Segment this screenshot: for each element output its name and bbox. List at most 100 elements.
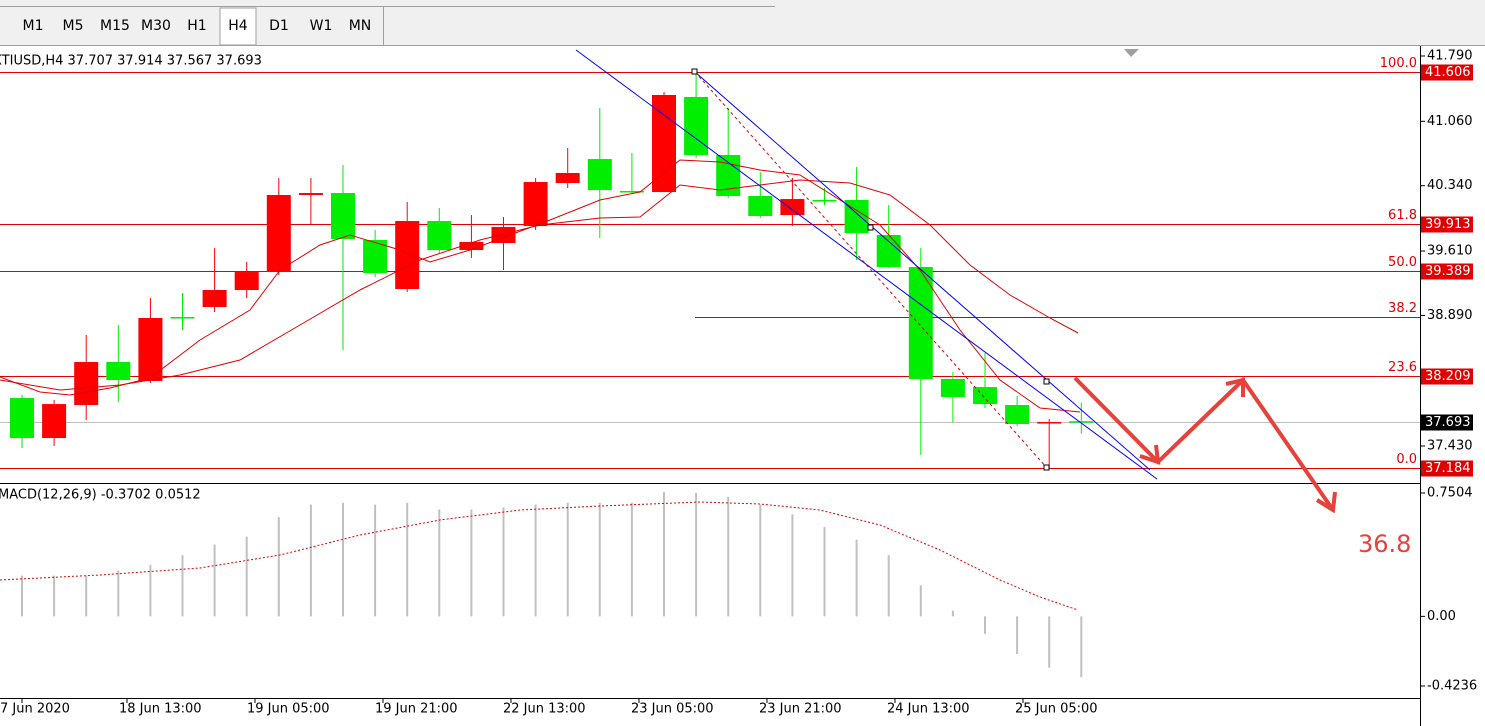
- macd-bar: [951, 610, 954, 617]
- macd-bar: [117, 570, 120, 617]
- price-tick-label: 41.790: [1427, 49, 1473, 64]
- macd-bar: [53, 575, 56, 617]
- macd-tick-label: 0.00: [1427, 609, 1456, 624]
- macd-bar: [1016, 616, 1019, 655]
- macd-bar: [245, 536, 248, 617]
- forecast-label: 36.8: [1358, 530, 1411, 558]
- macd-bar: [695, 492, 698, 617]
- candle-body: [523, 182, 548, 227]
- active-tab: [219, 7, 257, 46]
- timeframe-button[interactable]: D1: [269, 18, 289, 34]
- chart-bg: [0, 46, 1485, 726]
- time-label: 18 Jun 13:00: [119, 702, 202, 717]
- candle-body: [363, 239, 388, 274]
- fib-level: 38.2: [1388, 301, 1417, 316]
- time-label: 23 Jun 21:00: [759, 702, 842, 717]
- candle-body: [555, 173, 580, 184]
- candle-body: [908, 267, 933, 380]
- candle-body: [427, 221, 452, 251]
- price-tick-label: 40.340: [1427, 178, 1473, 193]
- candle-body: [106, 362, 131, 380]
- macd-bar: [502, 507, 505, 617]
- channel-lower: [575, 49, 1158, 480]
- slow-ma: [0, 179, 1079, 391]
- macd-bar: [406, 502, 409, 617]
- forecast-arrows: [1073, 376, 1337, 514]
- time-label: 23 Jun 05:00: [631, 702, 714, 717]
- candle-body: [1037, 422, 1062, 424]
- price-box: [1421, 216, 1473, 233]
- candle-body: [10, 398, 34, 439]
- candle-body: [170, 317, 195, 319]
- candle-body: [780, 199, 805, 216]
- macd-bar: [85, 575, 88, 617]
- timeframe-button[interactable]: H1: [187, 18, 206, 34]
- time-label: 19 Jun 05:00: [247, 702, 330, 717]
- macd-bar: [887, 555, 890, 617]
- fib-price: 39.913: [1425, 217, 1471, 232]
- time-label: 25 Jun 05:00: [1015, 702, 1098, 717]
- macd-bar: [1080, 616, 1083, 678]
- candle-body: [298, 193, 323, 196]
- fib-level: 23.6: [1388, 360, 1417, 375]
- timeframe-button[interactable]: M15: [100, 18, 130, 34]
- price-box: [1421, 368, 1473, 385]
- candle-body: [138, 317, 163, 381]
- fib-price: 41.606: [1425, 65, 1471, 80]
- time-label: 24 Jun 13:00: [887, 702, 970, 717]
- candle-body: [491, 227, 516, 244]
- candle-body: [748, 195, 773, 217]
- timeframe-button[interactable]: MN: [349, 18, 372, 34]
- time-label: 22 Jun 13:00: [503, 702, 586, 717]
- price-box: [1421, 263, 1473, 280]
- macd-bar: [374, 504, 377, 617]
- macd-tick-label: -0.4236: [1427, 679, 1477, 694]
- candle-body: [812, 200, 837, 202]
- macd-bar: [727, 496, 730, 617]
- price-tick-label: 41.060: [1427, 114, 1473, 129]
- macd-bar: [149, 564, 152, 617]
- timeframe-button[interactable]: M1: [23, 18, 44, 34]
- candle-body: [973, 387, 997, 405]
- timeframe-button[interactable]: M5: [63, 18, 84, 34]
- price-tick-label: 37.430: [1427, 439, 1473, 454]
- macd-bar: [855, 539, 858, 617]
- shift-marker: [1124, 49, 1139, 57]
- price-tick-label: 38.890: [1427, 308, 1473, 323]
- fib-price: 37.184: [1425, 461, 1471, 476]
- time-label: 19 Jun 21:00: [375, 702, 458, 717]
- fib-price: 39.389: [1425, 264, 1471, 279]
- macd-bar: [309, 504, 312, 617]
- candle-body: [202, 290, 227, 307]
- candle-body: [940, 379, 965, 397]
- macd-bar: [277, 517, 280, 617]
- macd-bar: [663, 491, 665, 617]
- timeframe-button[interactable]: H4: [228, 18, 248, 34]
- fib-level: 0.0: [1396, 452, 1417, 467]
- timeframe-button[interactable]: W1: [310, 18, 333, 34]
- candle-body: [266, 195, 291, 273]
- candle-body: [42, 404, 67, 439]
- macd-bar: [630, 502, 633, 617]
- macd-bar: [984, 616, 986, 634]
- candle-body: [395, 221, 420, 290]
- price-box: [1421, 64, 1473, 81]
- macd-bar: [791, 514, 794, 617]
- timeframe-button[interactable]: M30: [141, 18, 171, 34]
- macd-header: MACD(12,26,9) -0.3702 0.0512: [0, 488, 201, 503]
- candle-body: [234, 272, 259, 290]
- candle-body: [331, 193, 355, 240]
- macd-bar: [598, 502, 601, 617]
- current-price: 37.693: [1425, 415, 1471, 430]
- fib-level: 100.0: [1380, 56, 1417, 71]
- price-box: [1421, 414, 1473, 431]
- time-label: 7 Jun 2020: [0, 702, 70, 717]
- candle-body: [74, 362, 99, 406]
- macd-bar: [566, 502, 569, 617]
- channel-upper: [694, 71, 1151, 471]
- macd-bar: [823, 526, 826, 617]
- candle-body: [684, 96, 709, 156]
- fib-trend: [694, 71, 1048, 469]
- price-tick-label: 39.610: [1427, 244, 1473, 259]
